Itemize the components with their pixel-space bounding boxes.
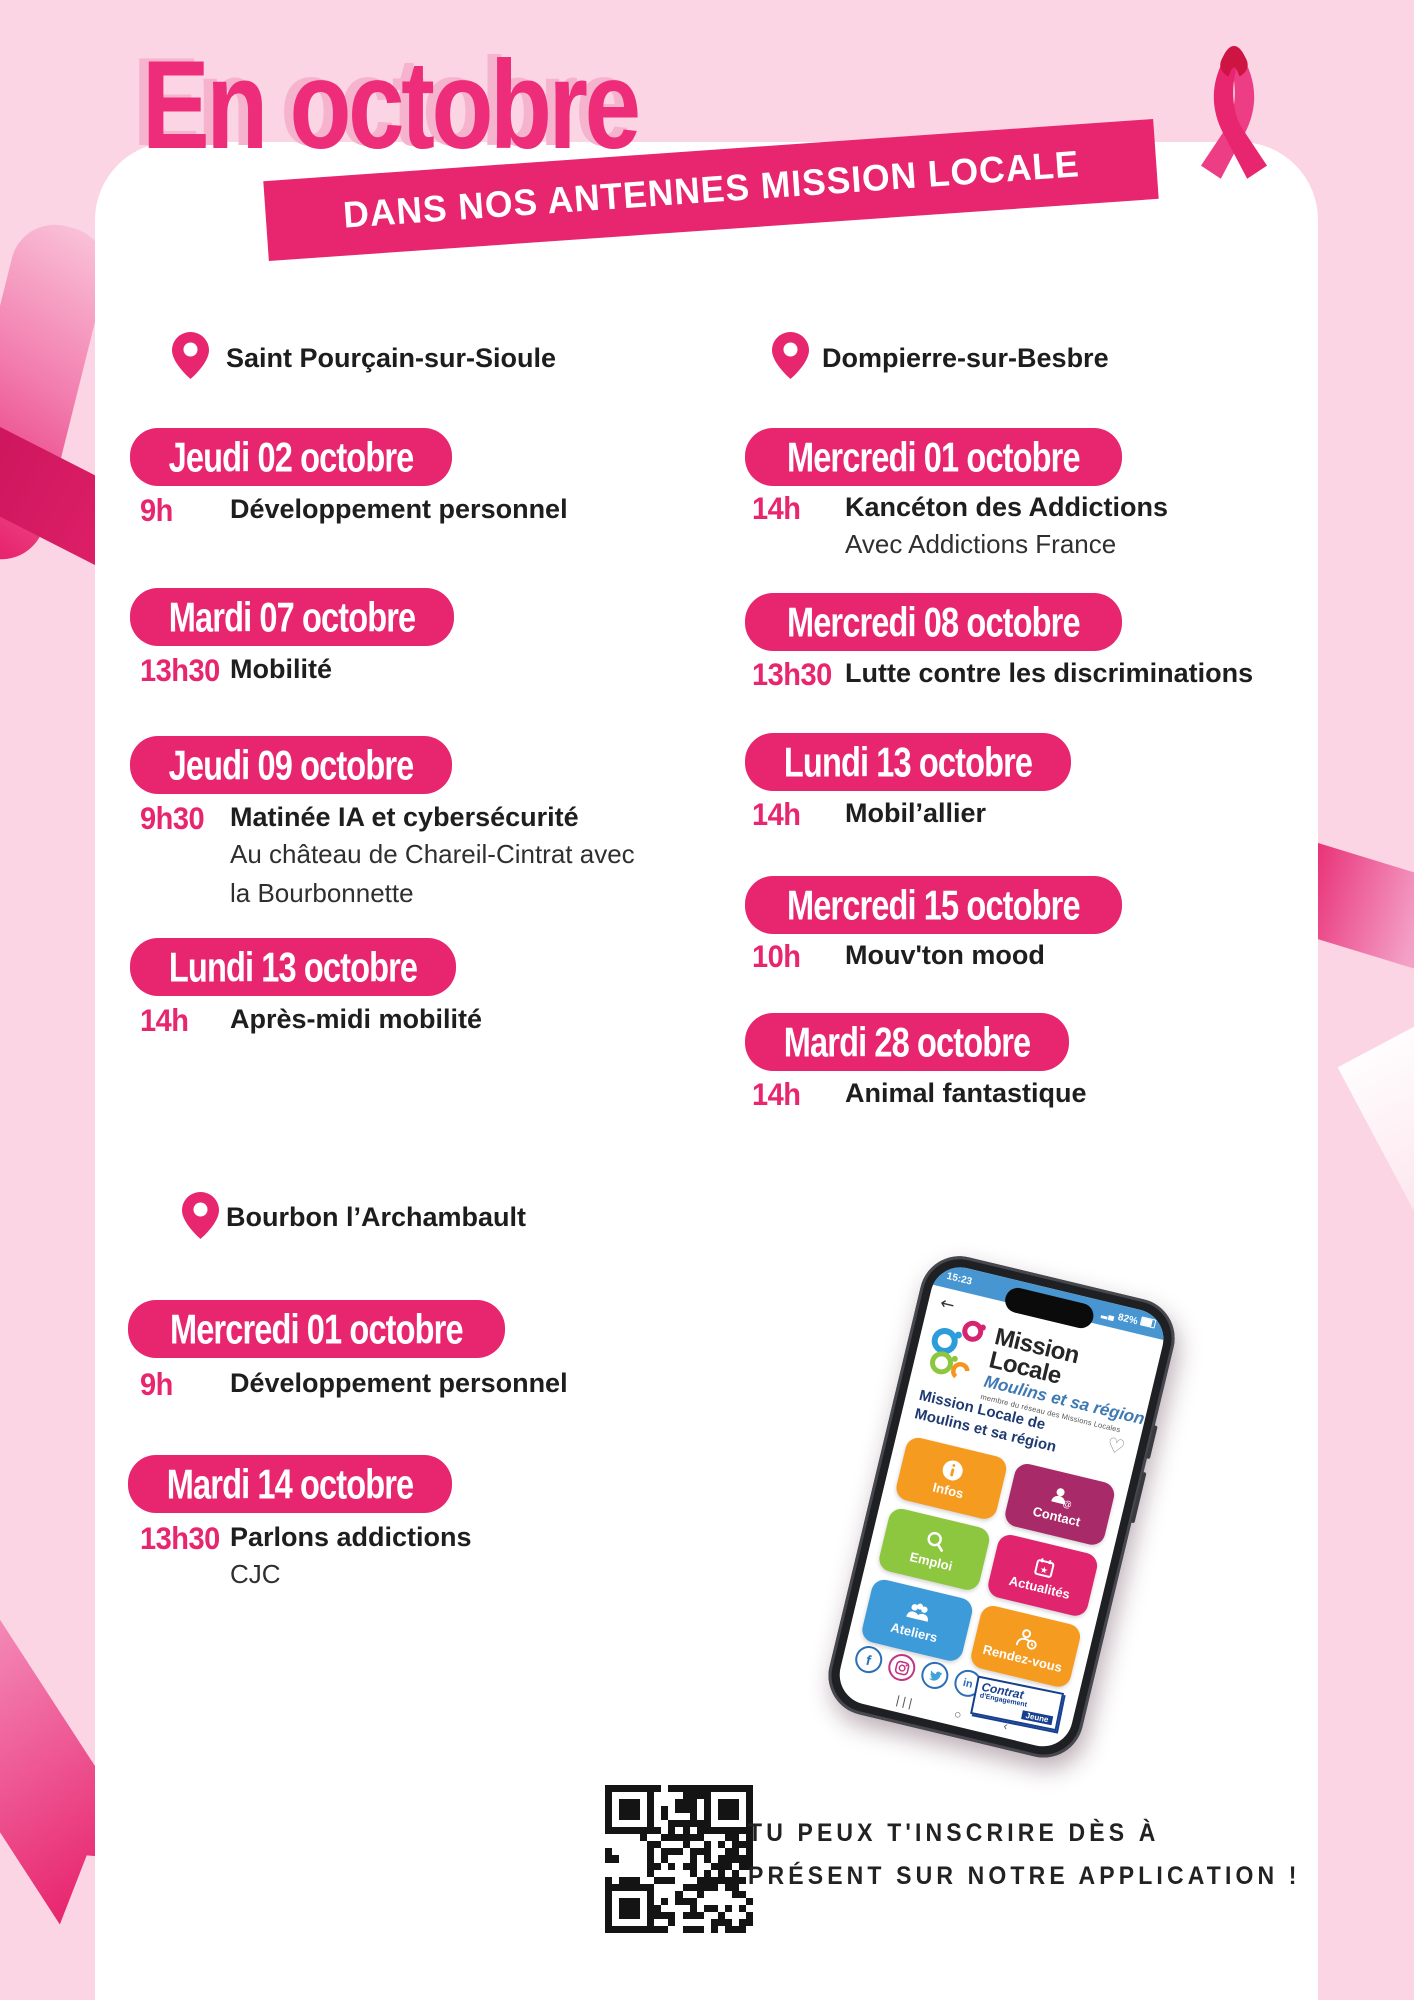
event-time: 14h bbox=[752, 798, 801, 833]
poster-title: En octobre bbox=[142, 35, 641, 176]
event-time: 10h bbox=[752, 940, 801, 975]
event-row: 9h Développement personnel bbox=[140, 1368, 568, 1403]
phone-screen: 15:23 ▂▄ 82% ← bbox=[833, 1261, 1170, 1753]
pink-awareness-ribbon-icon bbox=[1201, 45, 1267, 179]
home-icon: ○ bbox=[952, 1706, 964, 1723]
people-icon bbox=[906, 1603, 929, 1622]
event-row: 13h30 Mobilité bbox=[140, 654, 332, 689]
event-row: 14h Kancéton des Addictions Avec Addicti… bbox=[752, 492, 1168, 562]
event-row: 10h Mouv'ton mood bbox=[752, 940, 1045, 975]
event-title: Mouv'ton mood bbox=[845, 940, 1045, 970]
tile-emploi: Emploi bbox=[876, 1506, 992, 1593]
cta-text: TU PEUX T'INSCRIRE DÈS À PRÉSENT SUR NOT… bbox=[748, 1812, 1301, 1897]
event-title: Lutte contre les discriminations bbox=[845, 658, 1254, 688]
location-pin-icon bbox=[772, 332, 809, 379]
tile-label: Emploi bbox=[908, 1548, 955, 1574]
svg-text:★: ★ bbox=[1039, 1564, 1049, 1576]
date-badge: Lundi 13 octobre bbox=[745, 733, 1072, 791]
cta-line1: TU PEUX T'INSCRIRE DÈS À bbox=[748, 1819, 1160, 1847]
event-row: 9h30 Matinée IA et cybersécurité Au chât… bbox=[140, 802, 635, 911]
event-title: Mobilité bbox=[230, 654, 332, 684]
qr-code bbox=[605, 1785, 753, 1933]
event-time: 9h bbox=[140, 494, 173, 529]
event-row: 9h Développement personnel bbox=[140, 494, 568, 529]
event-row: 14h Mobil’allier bbox=[752, 798, 987, 833]
back-icon: ‹ bbox=[1002, 1718, 1010, 1734]
event-title: Parlons addictions bbox=[230, 1522, 472, 1552]
event-time: 14h bbox=[140, 1004, 189, 1039]
date-badge: Mercredi 08 octobre bbox=[745, 593, 1122, 651]
mission-locale-logo: Mission Locale Moulins et sa région memb… bbox=[918, 1310, 1158, 1439]
calendar-icon: ★ bbox=[1034, 1557, 1055, 1578]
event-detail: Au château de Chareil-Cintrat avec bbox=[230, 839, 635, 869]
event-title: Après-midi mobilité bbox=[230, 1004, 483, 1034]
instagram-icon bbox=[885, 1651, 919, 1684]
recents-icon: | | | bbox=[894, 1692, 914, 1711]
location-name: Saint Pourçain-sur-Sioule bbox=[226, 343, 557, 373]
event-detail: Avec Addictions France bbox=[845, 529, 1117, 559]
battery-percent: 82% bbox=[1116, 1311, 1139, 1328]
tile-rendez-vous: Rendez-vous bbox=[968, 1603, 1083, 1690]
event-title: Matinée IA et cybersécurité bbox=[230, 802, 579, 832]
event-row: 14h Animal fantastique bbox=[752, 1078, 1087, 1113]
logo-circles-icon bbox=[930, 1320, 986, 1379]
event-time: 9h bbox=[140, 1368, 173, 1403]
tile-ateliers: Ateliers bbox=[859, 1577, 975, 1664]
search-icon bbox=[927, 1531, 944, 1552]
event-detail: la Bourbonnette bbox=[230, 877, 414, 908]
event-title: Développement personnel bbox=[230, 494, 568, 524]
location-name: Bourbon l’Archambault bbox=[226, 1202, 527, 1232]
tile-infos: Infos bbox=[893, 1435, 1009, 1522]
event-detail: CJC bbox=[230, 1559, 281, 1589]
appointment-icon bbox=[1015, 1628, 1037, 1650]
phone-mockup: 15:23 ▂▄ 82% ← bbox=[820, 1248, 1183, 1766]
event-title: Mobil’allier bbox=[845, 798, 987, 828]
date-badge: Mardi 28 octobre bbox=[745, 1013, 1070, 1071]
date-badge: Mercredi 01 octobre bbox=[745, 428, 1122, 486]
location-name: Dompierre-sur-Besbre bbox=[822, 343, 1109, 373]
cta-line2: PRÉSENT SUR NOTRE APPLICATION ! bbox=[748, 1861, 1301, 1890]
location-pin-icon bbox=[172, 332, 209, 379]
event-title: Animal fantastique bbox=[845, 1078, 1087, 1108]
signal-icon: ▂▄ bbox=[1100, 1309, 1117, 1322]
battery-icon bbox=[1139, 1316, 1157, 1329]
social-icons-row: f in bbox=[852, 1643, 985, 1700]
date-badge: Mercredi 01 octobre bbox=[128, 1300, 505, 1358]
heart-icon: ♡ bbox=[1104, 1432, 1128, 1460]
svg-text:@: @ bbox=[1062, 1498, 1073, 1510]
event-row: 13h30 Lutte contre les discriminations bbox=[752, 658, 1254, 693]
twitter-icon bbox=[918, 1659, 952, 1692]
contact-icon: @ bbox=[1051, 1487, 1073, 1510]
event-time: 9h30 bbox=[140, 802, 205, 837]
tile-label: Ateliers bbox=[889, 1619, 940, 1645]
date-badge: Mardi 14 octobre bbox=[128, 1455, 453, 1513]
event-title: Développement personnel bbox=[230, 1368, 568, 1398]
location-pin-icon bbox=[182, 1192, 219, 1239]
facebook-icon: f bbox=[852, 1643, 886, 1676]
app-tile-grid: Infos @ Contact bbox=[859, 1435, 1117, 1690]
tile-label: Contact bbox=[1031, 1503, 1082, 1529]
event-title: Kancéton des Addictions bbox=[845, 492, 1169, 522]
event-row: 13h30 Parlons addictions CJC bbox=[140, 1522, 472, 1592]
event-time: 14h bbox=[752, 492, 801, 527]
date-badge: Jeudi 02 octobre bbox=[130, 428, 453, 486]
date-badge: Mercredi 15 octobre bbox=[745, 876, 1122, 934]
tile-actualites: ★ Actualités bbox=[985, 1532, 1100, 1619]
event-time: 14h bbox=[752, 1078, 801, 1113]
event-time: 13h30 bbox=[140, 1522, 220, 1557]
status-time: 15:23 bbox=[945, 1270, 974, 1288]
tile-contact: @ Contact bbox=[1002, 1461, 1117, 1548]
info-icon bbox=[943, 1460, 964, 1481]
date-badge: Mardi 07 octobre bbox=[130, 588, 455, 646]
date-badge: Jeudi 09 octobre bbox=[130, 736, 453, 794]
event-time: 13h30 bbox=[752, 658, 832, 693]
event-time: 13h30 bbox=[140, 654, 220, 689]
date-badge: Lundi 13 octobre bbox=[130, 938, 457, 996]
event-row: 14h Après-midi mobilité bbox=[140, 1004, 483, 1039]
